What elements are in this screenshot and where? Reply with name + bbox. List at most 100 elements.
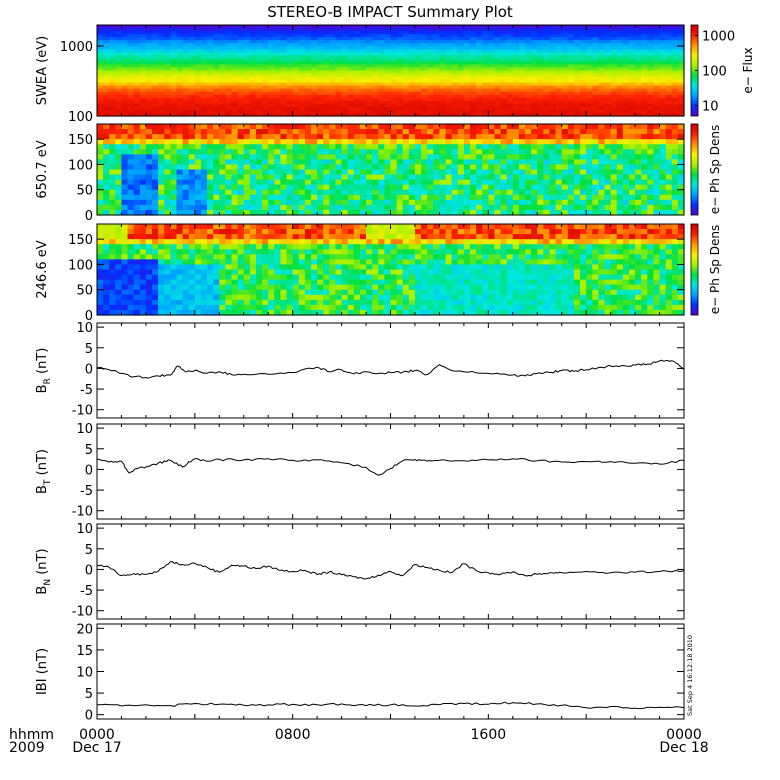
heatmap-cell [622,139,630,145]
heatmap-cell [347,94,355,99]
heatmap-cell [445,154,453,160]
heatmap-cell [115,25,123,29]
heatmap-cell [280,169,288,176]
heatmap-cell [628,124,636,130]
heatmap-cell [622,28,630,32]
heatmap-cell [274,112,282,117]
heatmap-cell [427,25,434,29]
heatmap-cell [573,64,581,69]
heatmap-cell [488,169,496,176]
heatmap-cell [231,189,239,196]
heatmap-cell [158,254,165,260]
heatmap-cell [598,46,606,50]
heatmap-cell [97,174,104,181]
heatmap-cell [586,106,593,111]
heatmap-cell [268,34,275,38]
heatmap-cell [427,149,434,155]
heatmap-cell [463,139,471,145]
heatmap-cell [378,55,385,59]
heatmap-cell [213,199,220,206]
heatmap-cell [494,209,502,216]
heatmap-cell [170,106,178,111]
heatmap-cell [304,64,312,69]
heatmap-cell [396,73,404,78]
heatmap-cell [103,49,110,53]
heatmap-cell [414,79,422,84]
heatmap-cell [665,129,673,135]
heatmap-cell [249,79,257,84]
heatmap-cell [249,159,257,166]
heatmap-cell [531,194,538,201]
heatmap-cell [439,179,447,186]
heatmap-cell [164,259,171,266]
heatmap-cell [347,25,355,29]
heatmap-cell [109,154,116,160]
heatmap-cell [488,159,496,166]
heatmap-cell [323,79,330,84]
heatmap-cell [390,189,398,196]
heatmap-cell [598,139,606,145]
heatmap-cell [537,194,544,201]
heatmap-cell [158,70,165,75]
heatmap-cell [292,103,300,108]
heatmap-cell [561,179,569,186]
heatmap-cell [500,61,508,66]
heatmap-cell [647,79,655,84]
heatmap-cell [598,199,606,206]
heatmap-cell [359,184,367,191]
heatmap-cell [671,189,679,196]
heatmap-cell [207,199,214,206]
heatmap-cell [268,94,275,99]
heatmap-cell [421,174,428,181]
heatmap-cell [225,61,233,66]
heatmap-cell [671,79,679,84]
heatmap-cell [647,61,655,66]
heatmap-cell [286,174,294,181]
heatmap-cell [329,174,337,181]
heatmap-cell [592,97,599,102]
heatmap-cell [512,144,520,150]
heatmap-cell [598,82,606,87]
heatmap-cell [268,28,275,32]
heatmap-cell [427,82,434,87]
heatmap-cell [494,112,502,117]
heatmap-cell [152,164,159,171]
heatmap-cell [628,204,636,211]
heatmap-cell [414,76,422,81]
heatmap-cell [292,109,300,114]
heatmap-cell [525,164,532,171]
heatmap-cell [188,100,196,105]
heatmap-cell [341,174,349,181]
heatmap-cell [525,76,532,81]
heatmap-cell [488,34,496,38]
heatmap-cell [115,159,123,166]
heatmap-cell [280,194,288,201]
heatmap-cell [353,70,361,75]
heatmap-cell [109,91,116,96]
heatmap-cell [139,174,147,181]
heatmap-cell [488,31,496,35]
heatmap-cell [231,52,239,56]
heatmap-cell [561,37,569,41]
heatmap-cell [555,194,563,201]
heatmap-cell [622,103,630,108]
heatmap-cell [567,40,575,44]
heatmap-cell [97,209,104,216]
heatmap-cell [97,43,104,47]
heatmap-cell [445,73,453,78]
heatmap-cell [359,82,367,87]
heatmap-cell [592,124,599,130]
heatmap-cell [384,61,392,66]
heatmap-cell [170,109,178,114]
heatmap-cell [188,189,196,196]
heatmap-cell [353,40,361,44]
heatmap-cell [549,40,557,44]
heatmap-cell [164,164,171,171]
heatmap-cell [219,46,227,50]
heatmap-cell [488,40,496,44]
heatmap-cell [359,106,367,111]
heatmap-cell [610,169,618,176]
heatmap-cell [341,91,349,96]
heatmap-cell [366,31,373,35]
heatmap-cell [200,164,208,171]
